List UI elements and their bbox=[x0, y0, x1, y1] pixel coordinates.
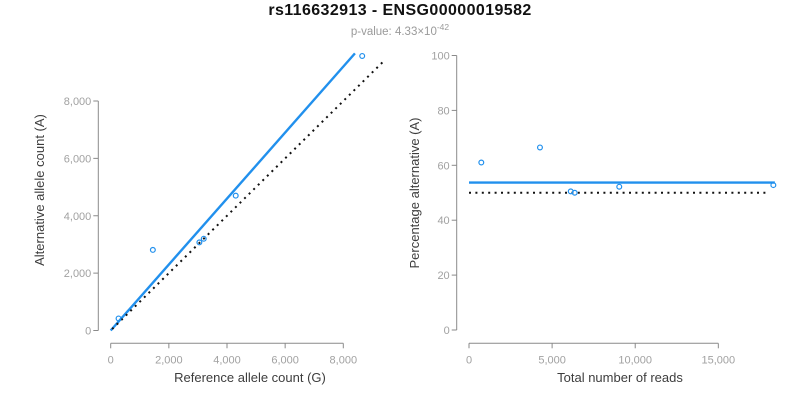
y-tick-label: 40 bbox=[437, 215, 449, 227]
x-tick-label: 0 bbox=[108, 354, 114, 366]
figure-subtitle: p-value: 4.33×10-42 bbox=[0, 22, 800, 38]
x-axis-title: Total number of reads bbox=[557, 370, 683, 385]
y-tick-label: 8,000 bbox=[64, 96, 92, 108]
data-point bbox=[232, 192, 239, 199]
data-point bbox=[359, 52, 366, 59]
pvalue-text: p-value: 4.33×10 bbox=[350, 25, 437, 38]
percentage-scatter: 0 5,000 10,000 15,000 0 20 40 60 80 100 Total numb… bbox=[407, 51, 777, 385]
figure-title: rs116632913 - ENSG00000019582 bbox=[268, 2, 532, 19]
y-tick-label: 2,000 bbox=[64, 268, 92, 280]
fit-line bbox=[109, 52, 356, 332]
y-tick-label: 20 bbox=[437, 270, 449, 282]
y-tick-label: 4,000 bbox=[64, 211, 92, 223]
y-tick-label: 6,000 bbox=[64, 153, 92, 165]
x-tick-label: 6,000 bbox=[271, 354, 299, 366]
identity-line bbox=[111, 58, 387, 330]
y-axis-title: Alternative allele count (A) bbox=[32, 114, 47, 266]
y-tick-label: 100 bbox=[431, 51, 449, 63]
x-tick-label: 5,000 bbox=[538, 354, 566, 366]
data-point bbox=[196, 239, 203, 246]
y-tick-label: 80 bbox=[437, 105, 449, 117]
data-point bbox=[200, 235, 207, 242]
x-tick-label: 4,000 bbox=[213, 354, 241, 366]
y-tick-label: 60 bbox=[437, 160, 449, 172]
data-point bbox=[571, 189, 578, 196]
x-tick-label: 15,000 bbox=[702, 354, 736, 366]
data-point bbox=[770, 182, 777, 189]
x-axis-title: Reference allele count (G) bbox=[174, 370, 326, 385]
data-point bbox=[149, 246, 156, 253]
x-tick-label: 0 bbox=[466, 354, 472, 366]
pvalue-exponent: -42 bbox=[436, 22, 450, 32]
data-point bbox=[115, 315, 122, 322]
y-tick-label: 0 bbox=[444, 325, 450, 337]
data-point bbox=[616, 183, 623, 190]
x-tick-label: 10,000 bbox=[618, 354, 652, 366]
allele-count-scatter: 0 2,000 4,000 6,000 8,000 0 2,000 4,000 6,000 8,0… bbox=[32, 52, 387, 385]
data-point bbox=[478, 159, 485, 166]
y-tick-label: 0 bbox=[85, 326, 91, 338]
x-tick-label: 8,000 bbox=[330, 354, 358, 366]
x-tick-label: 2,000 bbox=[155, 354, 183, 366]
y-axis-title: Percentage alternative (A) bbox=[407, 117, 422, 268]
data-point bbox=[536, 144, 543, 151]
